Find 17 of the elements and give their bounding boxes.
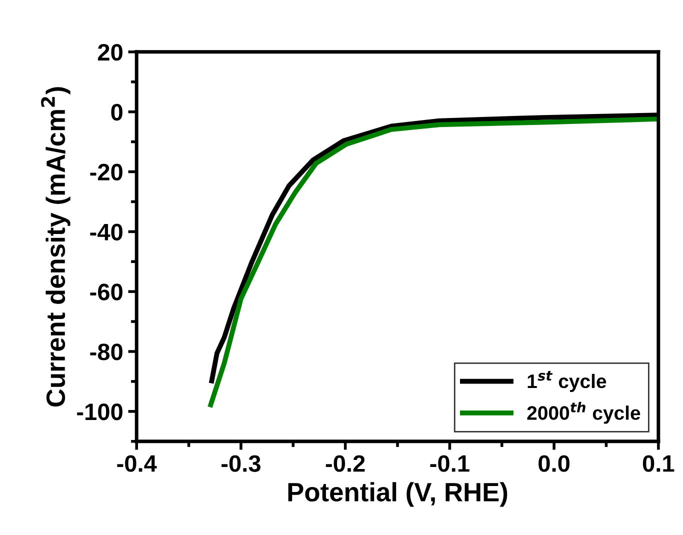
y-tick-label: -20: [90, 164, 122, 181]
y-tick-label: -80: [90, 344, 122, 360]
y-axis-title: Current density (mA/cm$^{2}$): [41, 87, 70, 407]
x-axis-title: Potential (V, RHE): [288, 482, 508, 507]
y-tick-label: 20: [98, 44, 122, 61]
x-tick-label: -0.2: [326, 455, 365, 472]
y-tick-label: 0: [111, 104, 122, 121]
x-tick-label: -0.3: [222, 455, 260, 472]
x-tick-label: 0.1: [642, 455, 674, 472]
legend-label: 1$^{st}$ cycle: [528, 370, 606, 392]
x-tick-label: 0.0: [538, 455, 570, 472]
y-tick-label: -40: [90, 224, 122, 240]
y-tick-label: -100: [77, 403, 122, 420]
x-tick-label: -0.4: [117, 455, 157, 472]
legend-label: 2000$^{th}$ cycle: [527, 402, 640, 424]
y-tick-label: -60: [90, 284, 122, 300]
x-tick-label: -0.1: [430, 455, 470, 472]
